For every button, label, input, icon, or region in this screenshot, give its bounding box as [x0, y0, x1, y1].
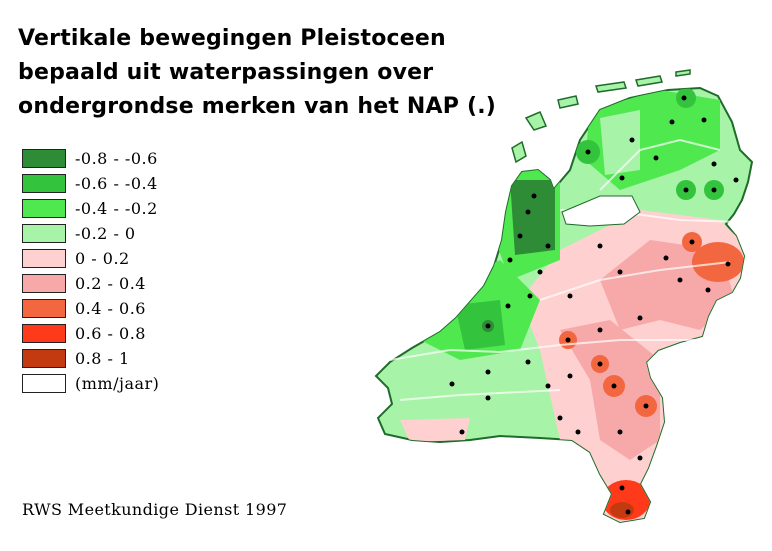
title-line-1: Vertikale bewegingen Pleistoceen	[18, 26, 446, 51]
legend-label: -0.8 - -0.6	[75, 149, 158, 168]
legend-item: 0.6 - 0.8	[22, 321, 159, 346]
legend-item: -0.4 - -0.2	[22, 196, 159, 221]
legend-label: 0.8 - 1	[75, 349, 130, 368]
legend-item: -0.8 - -0.6	[22, 146, 159, 171]
legend-swatch	[22, 149, 66, 168]
title-line-2: bepaald uit waterpassingen over	[18, 60, 434, 85]
legend-label: 0 - 0.2	[75, 249, 130, 268]
ijsselmeer	[561, 195, 641, 227]
legend-item: -0.6 - -0.4	[22, 171, 159, 196]
legend-label: 0.4 - 0.6	[75, 299, 146, 318]
legend-swatch	[22, 274, 66, 293]
map-title: Vertikale bewegingen Pleistoceen bepaald…	[18, 22, 538, 124]
wadden-islands	[511, 69, 691, 164]
legend-swatch	[22, 199, 66, 218]
legend-item: 0.2 - 0.4	[22, 271, 159, 296]
legend-swatch	[22, 299, 66, 318]
legend-label: -0.6 - -0.4	[75, 174, 158, 193]
legend-item: 0 - 0.2	[22, 246, 159, 271]
measurement-points	[449, 95, 739, 515]
legend-swatch	[22, 374, 66, 393]
contour-fill	[400, 88, 752, 522]
legend: -0.8 - -0.6 -0.6 - -0.4 -0.4 - -0.2 -0.2…	[22, 146, 159, 396]
legend-label: 0.6 - 0.8	[75, 324, 146, 343]
legend-swatch	[22, 324, 66, 343]
legend-label: -0.4 - -0.2	[75, 199, 158, 218]
legend-item: -0.2 - 0	[22, 221, 159, 246]
legend-swatch	[22, 174, 66, 193]
legend-item: (mm/jaar)	[22, 371, 159, 396]
source-credit: RWS Meetkundige Dienst 1997	[22, 500, 288, 519]
legend-item: 0.4 - 0.6	[22, 296, 159, 321]
title-line-3: ondergrondse merken van het NAP (.)	[18, 94, 497, 119]
legend-label: -0.2 - 0	[75, 224, 136, 243]
boundaries	[389, 138, 741, 401]
legend-item: 0.8 - 1	[22, 346, 159, 371]
legend-swatch	[22, 249, 66, 268]
legend-swatch	[22, 349, 66, 368]
legend-label: 0.2 - 0.4	[75, 274, 146, 293]
legend-label: (mm/jaar)	[75, 374, 160, 393]
legend-swatch	[22, 224, 66, 243]
